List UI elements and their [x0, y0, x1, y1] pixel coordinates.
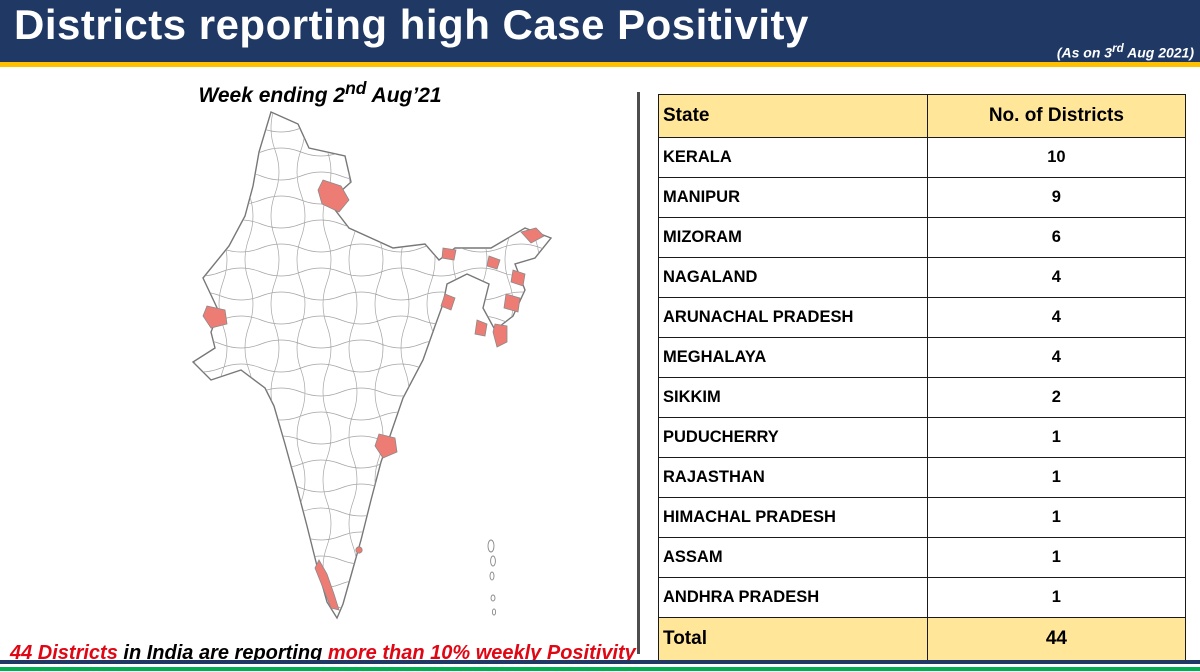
- page-title: Districts reporting high Case Positivity: [14, 1, 809, 48]
- table-row: ARUNACHAL PRADESH 4: [658, 297, 1187, 338]
- table-row: MIZORAM 6: [658, 217, 1187, 258]
- table-row: SIKKIM 2: [658, 377, 1187, 418]
- highlighted-district: [510, 269, 526, 287]
- bottom-navy-line: [0, 660, 1200, 664]
- as-on-superscript: rd: [1112, 42, 1124, 56]
- district-count-cell: 1: [926, 577, 1187, 618]
- india-map: [88, 98, 578, 638]
- state-cell: ANDHRA PRADESH: [658, 577, 928, 618]
- state-table-wrap: State No. of Districts KERALA 10 MANIPUR 9 M…: [658, 94, 1187, 661]
- table-row: HIMACHAL PRADESH 1: [658, 497, 1187, 538]
- table-total-row: Total 44: [658, 617, 1187, 661]
- table-row: PUDUCHERRY 1: [658, 417, 1187, 458]
- table-row: MANIPUR 9: [658, 177, 1187, 218]
- state-cell: PUDUCHERRY: [658, 417, 928, 458]
- highlighted-district: [374, 433, 398, 459]
- total-label: Total: [658, 617, 928, 661]
- table-row: MEGHALAYA 4: [658, 337, 1187, 378]
- highlighted-district: [314, 559, 340, 611]
- week-caption: Week ending 2nd Aug’21: [198, 78, 442, 107]
- vertical-divider: [637, 92, 640, 654]
- highlighted-district: [503, 293, 521, 313]
- note-highlight-count: 44 Districts: [10, 642, 118, 664]
- highlighted-district: [355, 546, 363, 554]
- table-row: ANDHRA PRADESH 1: [658, 577, 1187, 618]
- state-table: State No. of Districts KERALA 10 MANIPUR 9 M…: [658, 94, 1187, 661]
- state-cell: MEGHALAYA: [658, 337, 928, 378]
- highlighted-district: [492, 323, 508, 348]
- week-superscript: nd: [345, 78, 367, 98]
- note-highlight-positivity: more than 10% weekly Positivity: [327, 642, 636, 664]
- india-outline: [191, 111, 553, 620]
- gold-accent-line: [0, 62, 1200, 67]
- state-cell: MIZORAM: [658, 217, 928, 258]
- header-bar: Districts reporting high Case Positivity…: [0, 0, 1200, 62]
- table-row: RAJASTHAN 1: [658, 457, 1187, 498]
- district-count-cell: 4: [926, 257, 1187, 298]
- table-row: KERALA 10: [658, 137, 1187, 178]
- highlighted-district: [441, 247, 457, 261]
- district-count-cell: 6: [926, 217, 1187, 258]
- summary-note: 44 Districts in India are reporting more…: [10, 642, 636, 665]
- district-count-cell: 1: [926, 417, 1187, 458]
- state-cell: SIKKIM: [658, 377, 928, 418]
- as-on-date: (As on 3rd Aug 2021): [1056, 42, 1194, 61]
- state-cell: NAGALAND: [658, 257, 928, 298]
- state-cell: ASSAM: [658, 537, 928, 578]
- district-count-cell: 1: [926, 537, 1187, 578]
- district-count-cell: 2: [926, 377, 1187, 418]
- total-value: 44: [926, 617, 1187, 661]
- highlighted-districts: [202, 179, 545, 611]
- district-count-cell: 4: [926, 337, 1187, 378]
- state-cell: KERALA: [658, 137, 928, 178]
- column-header-state: State: [658, 94, 928, 138]
- note-middle-text: in India are reporting: [117, 642, 328, 664]
- district-count-cell: 10: [926, 137, 1187, 178]
- table-header-row: State No. of Districts: [658, 94, 1187, 138]
- district-count-cell: 1: [926, 457, 1187, 498]
- highlighted-district: [520, 227, 545, 244]
- island-chain: [487, 539, 497, 616]
- column-header-districts: No. of Districts: [926, 94, 1187, 138]
- highlighted-district: [317, 179, 350, 213]
- state-cell: MANIPUR: [658, 177, 928, 218]
- highlighted-district: [440, 293, 456, 311]
- highlighted-district: [474, 319, 488, 337]
- district-count-cell: 1: [926, 497, 1187, 538]
- district-count-cell: 4: [926, 297, 1187, 338]
- table-row: ASSAM 1: [658, 537, 1187, 578]
- highlighted-district: [486, 255, 501, 270]
- state-table-rows: KERALA 10 MANIPUR 9 MIZORAM 6 NAGALAND 4 ARUNACH…: [658, 137, 1187, 618]
- table-row: NAGALAND 4: [658, 257, 1187, 298]
- district-count-cell: 9: [926, 177, 1187, 218]
- highlighted-district: [202, 305, 228, 329]
- state-cell: ARUNACHAL PRADESH: [658, 297, 928, 338]
- state-cell: RAJASTHAN: [658, 457, 928, 498]
- state-cell: HIMACHAL PRADESH: [658, 497, 928, 538]
- bottom-green-line: [0, 667, 1200, 671]
